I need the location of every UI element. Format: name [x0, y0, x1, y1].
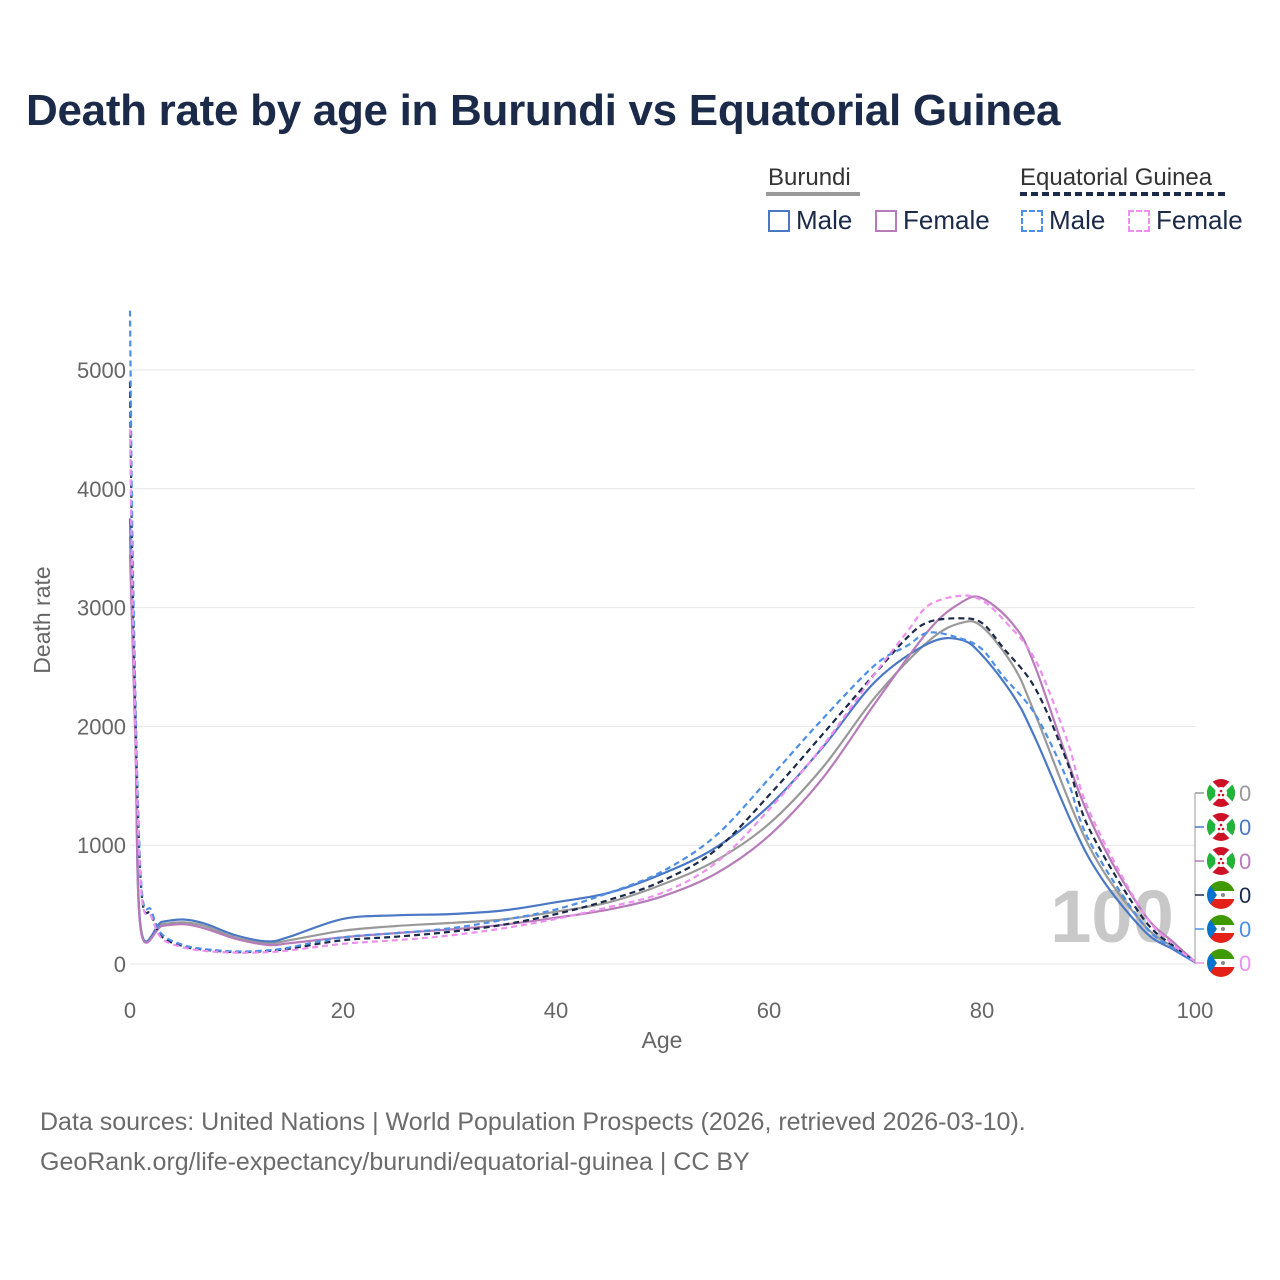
end-label-burundi_total: 0 — [1195, 779, 1251, 807]
burundi-flag-icon — [1207, 779, 1235, 807]
y-tick-label: 5000 — [77, 358, 126, 383]
legend-label: Male — [796, 205, 853, 235]
legend-burundi-female[interactable]: Female — [875, 205, 990, 236]
y-tick-label: 1000 — [77, 833, 126, 858]
x-tick-label: 0 — [124, 998, 136, 1023]
x-tick-label: 60 — [757, 998, 781, 1023]
legend-eqg-line — [1020, 192, 1228, 196]
x-tick-label: 40 — [544, 998, 568, 1023]
legend-label: Female — [903, 205, 990, 235]
grid — [130, 369, 1195, 965]
series-lines — [128, 310, 1196, 964]
source-line-2[interactable]: GeoRank.org/life-expectancy/burundi/equa… — [40, 1148, 750, 1176]
x-tick-label: 20 — [331, 998, 355, 1023]
x-tick-label: 100 — [1177, 998, 1214, 1023]
legend-swatch — [1021, 209, 1043, 232]
end-value-label: 0 — [1239, 883, 1251, 908]
legend-group-burundi: Burundi — [768, 164, 851, 191]
legend-label: Male — [1049, 205, 1106, 235]
x-axis: 0 20 40 60 80 100 — [124, 998, 1213, 1023]
end-value-label: 0 — [1239, 917, 1251, 942]
series-line-burundi_female — [128, 554, 1196, 963]
legend-burundi-line — [766, 192, 860, 196]
x-tick-label: 80 — [970, 998, 994, 1023]
legend-swatch — [768, 209, 790, 232]
end-value-label: 0 — [1239, 815, 1251, 840]
series-line-burundi_male — [128, 518, 1196, 964]
legend-burundi-male[interactable]: Male — [768, 205, 852, 236]
y-axis-label: Death rate — [29, 566, 55, 673]
y-tick-label: 0 — [114, 952, 126, 977]
end-value-label: 0 — [1239, 781, 1251, 806]
end-value-label: 0 — [1239, 849, 1251, 874]
legend-swatch — [875, 209, 897, 232]
legend-label: Female — [1156, 205, 1243, 235]
y-axis: 0 1000 2000 3000 4000 5000 — [77, 358, 126, 977]
end-label-eqg_total: 0 — [1195, 881, 1251, 909]
legend-group-eqg: Equatorial Guinea — [1020, 164, 1213, 191]
end-label-eqg_male: 0 — [1195, 915, 1251, 943]
watermark-year: 100 — [1050, 875, 1173, 958]
series-line-burundi_total — [128, 536, 1196, 963]
x-axis-label: Age — [642, 1027, 683, 1053]
end-value-label: 0 — [1239, 951, 1251, 976]
y-tick-label: 3000 — [77, 596, 126, 621]
legend-eqg-female[interactable]: Female — [1128, 205, 1243, 236]
equatorial-guinea-flag-icon — [1207, 949, 1235, 977]
chart-area: 100 0 1000 2000 3000 4000 5000 0 20 40 60 80 100 A… — [29, 310, 1251, 1053]
burundi-flag-icon — [1207, 847, 1235, 875]
source-line-1: Data sources: United Nations | World Pop… — [40, 1108, 1026, 1136]
y-tick-label: 2000 — [77, 714, 126, 739]
legend-eqg-male[interactable]: Male — [1021, 205, 1105, 236]
end-labels: 0 0 0 0 0 0 — [1194, 779, 1251, 977]
y-tick-label: 4000 — [77, 477, 126, 502]
chart-title: Death rate by age in Burundi vs Equatori… — [26, 86, 1061, 135]
burundi-flag-icon — [1207, 813, 1235, 841]
series-line-eqg_male — [128, 310, 1196, 964]
equatorial-guinea-flag-icon — [1207, 881, 1235, 909]
end-label-eqg_female: 0 — [1195, 949, 1251, 977]
equatorial-guinea-flag-icon — [1207, 915, 1235, 943]
legend-swatch — [1128, 209, 1150, 232]
end-label-burundi_female: 0 — [1195, 847, 1251, 875]
end-label-burundi_male: 0 — [1195, 813, 1251, 841]
